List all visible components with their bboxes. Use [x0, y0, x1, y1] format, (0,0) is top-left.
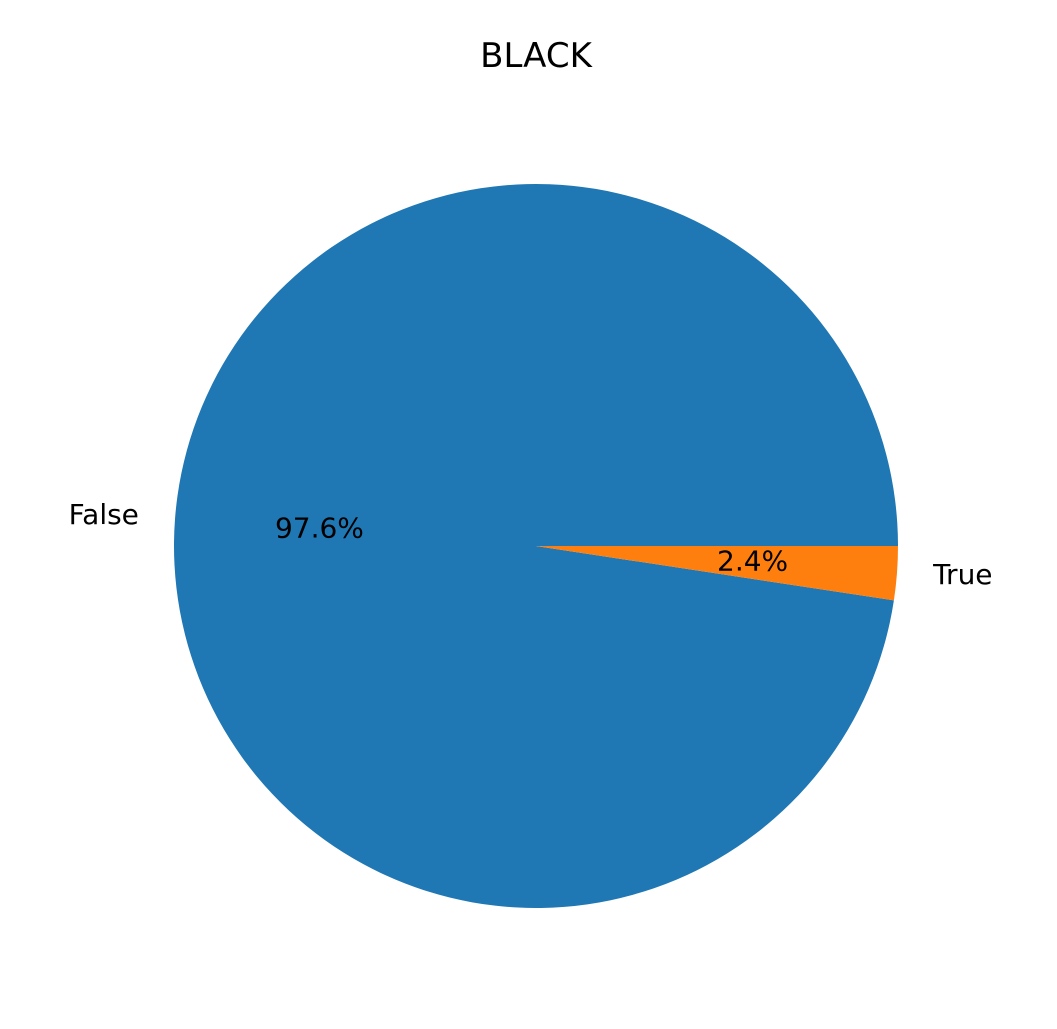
pie-labels: False 97.6% True 2.4%: [69, 498, 993, 591]
pie-slice-false: [174, 183, 899, 908]
slice-label-true: True: [932, 558, 992, 591]
pie-slice-true: [536, 546, 898, 601]
pie-slices: [174, 183, 899, 908]
slice-pct-label-true: 2.4%: [717, 544, 788, 577]
slice-label-false: False: [69, 498, 139, 531]
slice-pct-label-false: 97.6%: [275, 512, 364, 545]
chart-title: BLACK: [480, 36, 593, 76]
